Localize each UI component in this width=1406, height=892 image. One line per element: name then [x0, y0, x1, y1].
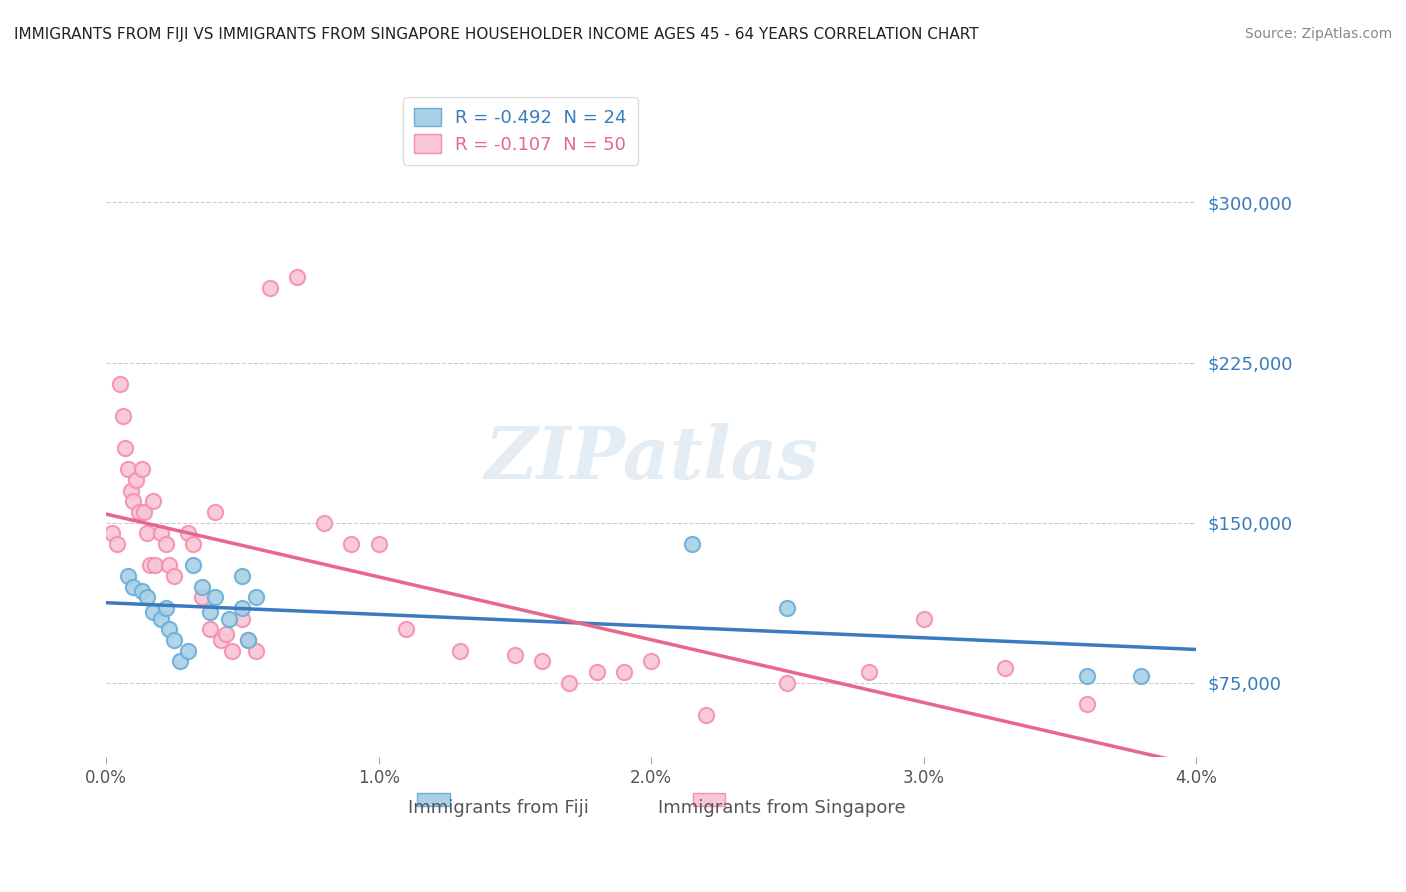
Point [183, 558, 205, 573]
Point [117, 569, 139, 583]
Point [136, 591, 159, 605]
Point [183, 537, 205, 551]
Point [912, 612, 935, 626]
Point [681, 537, 703, 551]
Point [136, 526, 159, 541]
Point [204, 591, 226, 605]
Point [558, 675, 581, 690]
Point [139, 558, 162, 573]
Point [100, 526, 122, 541]
FancyBboxPatch shape [693, 793, 725, 806]
Point [122, 580, 145, 594]
Point [190, 591, 212, 605]
Point [163, 569, 186, 583]
Point [198, 605, 221, 619]
Point [177, 643, 200, 657]
Point [169, 654, 191, 668]
Point [111, 409, 134, 423]
Point [198, 623, 221, 637]
Point [122, 494, 145, 508]
Point [245, 643, 267, 657]
Point [155, 537, 177, 551]
Point [142, 605, 165, 619]
Text: Source: ZipAtlas.com: Source: ZipAtlas.com [1244, 27, 1392, 41]
Text: Immigrants from Singapore: Immigrants from Singapore [658, 799, 905, 817]
Text: IMMIGRANTS FROM FIJI VS IMMIGRANTS FROM SINGAPORE HOUSEHOLDER INCOME AGES 45 - 6: IMMIGRANTS FROM FIJI VS IMMIGRANTS FROM … [14, 27, 979, 42]
Point [1130, 669, 1153, 683]
Point [449, 643, 471, 657]
Point [994, 661, 1017, 675]
Point [120, 483, 142, 498]
Point [114, 441, 136, 455]
Point [142, 494, 165, 508]
Point [1076, 697, 1098, 711]
Point [131, 583, 153, 598]
Point [231, 601, 253, 615]
Point [218, 612, 240, 626]
Point [585, 665, 607, 679]
Point [190, 580, 212, 594]
Point [259, 281, 281, 295]
Point [149, 526, 172, 541]
Point [245, 591, 267, 605]
Point [134, 505, 156, 519]
Point [231, 612, 253, 626]
Point [105, 537, 128, 551]
Point [155, 601, 177, 615]
Point [395, 623, 418, 637]
Point [117, 462, 139, 476]
Point [531, 654, 554, 668]
Point [204, 505, 226, 519]
Point [157, 623, 180, 637]
Point [149, 612, 172, 626]
Point [143, 558, 166, 573]
Point [503, 648, 526, 662]
Text: ZIPatlas: ZIPatlas [484, 423, 818, 494]
FancyBboxPatch shape [416, 793, 450, 806]
Point [163, 632, 186, 647]
Point [695, 707, 717, 722]
Point [640, 654, 662, 668]
Point [776, 601, 799, 615]
Point [221, 643, 243, 657]
Point [231, 569, 253, 583]
Point [131, 462, 153, 476]
Point [108, 376, 131, 391]
Point [367, 537, 389, 551]
Point [157, 558, 180, 573]
Point [776, 675, 799, 690]
Point [128, 505, 150, 519]
Point [858, 665, 880, 679]
Legend: R = -0.492  N = 24, R = -0.107  N = 50: R = -0.492 N = 24, R = -0.107 N = 50 [404, 97, 638, 165]
Point [177, 526, 200, 541]
Point [285, 270, 308, 285]
Point [1076, 669, 1098, 683]
Point [236, 632, 259, 647]
Point [340, 537, 363, 551]
Point [613, 665, 636, 679]
Point [125, 473, 148, 487]
Point [215, 626, 238, 640]
Point [209, 632, 232, 647]
Point [236, 632, 259, 647]
Text: Immigrants from Fiji: Immigrants from Fiji [408, 799, 589, 817]
Point [314, 516, 336, 530]
